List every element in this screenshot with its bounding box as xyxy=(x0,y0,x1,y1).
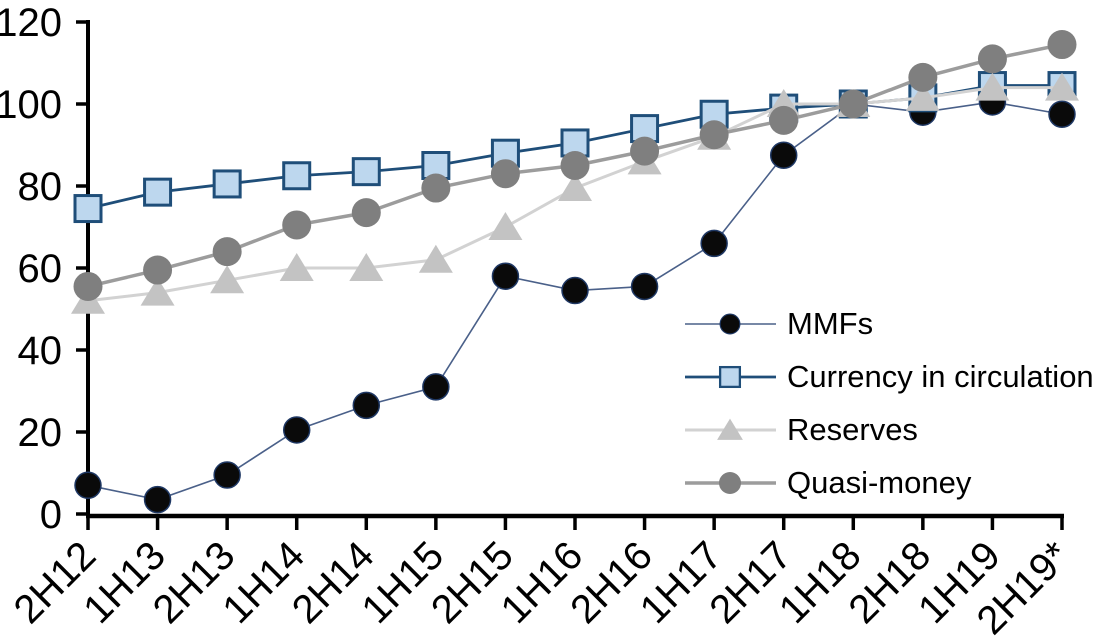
legend-label-currency-in-circulation: Currency in circulation xyxy=(787,359,1094,394)
y-tick-label: 80 xyxy=(18,165,63,209)
legend-item-currency-in-circulation: Currency in circulation xyxy=(683,350,1094,403)
x-axis: 2H121H132H131H142H141H152H151H162H161H17… xyxy=(6,513,1078,640)
x-tick-label: 1H18 xyxy=(771,533,870,632)
quasi-money-circle-marker xyxy=(73,271,103,301)
y-tick-label: 0 xyxy=(40,493,62,537)
mmfs-circle-marker xyxy=(769,141,798,169)
mmfs-circle-marker xyxy=(561,276,589,305)
reserves-triangle-marker xyxy=(1045,72,1079,101)
quasi-money-circle-marker xyxy=(212,237,242,267)
mmfs-circle-marker xyxy=(491,262,520,290)
mmfs-marker-icon xyxy=(685,313,776,334)
y-axis: 0 20 40 60 80 100 120 xyxy=(0,1,90,537)
legend-label-mmfs: MMFs xyxy=(787,306,874,341)
x-tick-label: 2H16 xyxy=(562,533,661,632)
quasi-money-circle-marker xyxy=(560,151,590,180)
reserves-triangle-marker xyxy=(140,277,175,306)
reserves-triangle-marker xyxy=(279,253,314,281)
currency-square-marker xyxy=(351,157,381,187)
mmfs-circle-marker xyxy=(352,391,381,420)
quasi-money-circle-marker xyxy=(282,210,312,240)
mmfs-circle-marker xyxy=(74,471,102,500)
reserves-triangle-marker xyxy=(349,253,384,281)
reserves-triangle-marker xyxy=(558,173,592,202)
quasi-money-circle-marker xyxy=(490,159,520,189)
reserves-triangle-marker xyxy=(488,212,523,240)
reserves-triangle-marker xyxy=(418,244,453,273)
quasi-money-circle-marker xyxy=(908,62,938,92)
currency-square-marker xyxy=(212,169,242,199)
reserves-triangle-marker xyxy=(717,418,743,440)
legend-label-quasi-money: Quasi-money xyxy=(787,465,972,500)
quasi-money-marker-icon xyxy=(685,471,776,494)
currency-square-marker xyxy=(143,177,173,207)
legend-item-mmfs: MMFs xyxy=(683,297,1094,350)
y-tick-label: 20 xyxy=(18,411,63,455)
quasi-money-circle-marker xyxy=(838,89,868,119)
x-tick-label: 2H18 xyxy=(840,533,939,632)
reserves-triangle-marker xyxy=(905,82,940,111)
reserves-marker-icon xyxy=(685,418,776,440)
y-tick-label: 100 xyxy=(0,83,62,127)
quasi-money-circle-marker xyxy=(769,105,799,135)
mmfs-circle-marker xyxy=(422,373,450,401)
quasi-money-circle-marker xyxy=(977,44,1007,74)
quasi-money-circle-marker xyxy=(1047,30,1077,60)
mmfs-circle-marker xyxy=(1048,100,1076,128)
currency-marker-icon xyxy=(685,365,776,388)
x-tick-label: 2H12 xyxy=(6,533,105,632)
x-tick-label: 1H17 xyxy=(632,533,731,632)
quasi-money-circle-marker xyxy=(351,198,381,228)
x-tick-label: 1H13 xyxy=(75,533,174,632)
legend-label-reserves: Reserves xyxy=(787,412,918,447)
legend-item-quasi-money: Quasi-money xyxy=(683,456,1094,509)
mmfs-circle-marker xyxy=(213,461,241,489)
chart-legend: MMFs Currency in circulation Reserves Qu… xyxy=(683,297,1094,509)
mmfs-circle-marker xyxy=(630,272,659,301)
quasi-money-circle-marker xyxy=(421,173,451,203)
x-tick-label: 1H16 xyxy=(493,533,592,632)
quasi-money-circle-marker xyxy=(143,255,173,285)
x-tick-label: 2H17 xyxy=(701,533,800,632)
mmfs-circle-marker xyxy=(700,229,728,258)
mmfs-circle-marker xyxy=(143,485,172,514)
x-tick-label: 2H14 xyxy=(284,533,383,632)
legend-item-reserves: Reserves xyxy=(683,403,1094,456)
currency-square-marker xyxy=(73,194,103,224)
reserves-triangle-marker xyxy=(210,265,245,294)
x-tick-label: 1H14 xyxy=(214,533,313,632)
currency-square-marker xyxy=(490,138,520,168)
mmfs-circle-marker xyxy=(282,416,311,444)
mmfs-circle-marker xyxy=(719,313,741,334)
reserves-triangle-marker xyxy=(975,72,1010,101)
x-tick-label: 1H15 xyxy=(353,533,452,632)
quasi-money-circle-marker xyxy=(718,471,742,494)
quasi-money-circle-marker xyxy=(699,120,729,150)
currency-square-marker xyxy=(282,161,312,191)
x-tick-label: 2H13 xyxy=(145,533,244,632)
currency-square-marker xyxy=(718,365,742,388)
y-tick-label: 40 xyxy=(18,329,63,373)
x-tick-label: 2H15 xyxy=(423,533,522,632)
y-tick-label: 120 xyxy=(0,1,62,45)
quasi-money-circle-marker xyxy=(630,136,660,166)
y-tick-label: 60 xyxy=(18,247,63,291)
series-quasi-money xyxy=(73,30,1077,301)
